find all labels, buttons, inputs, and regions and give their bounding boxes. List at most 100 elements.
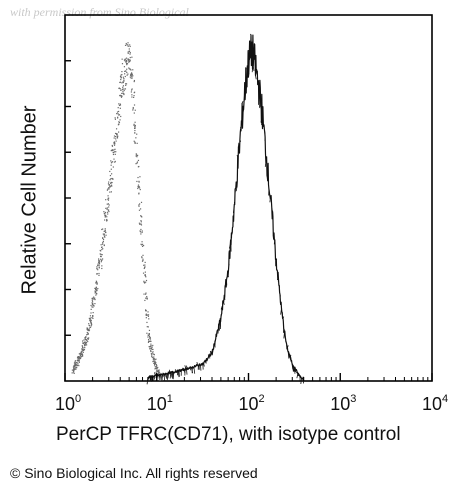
data-point [121, 82, 123, 84]
series-jitter [228, 244, 231, 249]
data-point [76, 359, 79, 361]
data-point [156, 367, 158, 369]
data-point [96, 268, 98, 270]
data-point [125, 60, 127, 63]
series-jitter [289, 355, 292, 358]
data-point [140, 201, 143, 203]
data-point [92, 315, 94, 317]
data-point [128, 61, 130, 63]
data-point [94, 302, 96, 305]
data-point [117, 124, 120, 126]
data-point [153, 364, 156, 366]
data-point [113, 135, 116, 137]
data-point [124, 70, 126, 72]
data-point [91, 300, 94, 302]
data-point [75, 368, 77, 370]
copyright-text: © Sino Biological Inc. All rights reserv… [10, 465, 258, 481]
data-point [104, 214, 107, 216]
series-jitter [216, 329, 218, 332]
series-jitter [283, 332, 285, 339]
data-point [76, 365, 79, 367]
data-point [78, 361, 80, 364]
data-point [127, 73, 129, 75]
data-point [108, 181, 110, 183]
data-point [81, 340, 84, 342]
data-point [90, 325, 92, 327]
data-point [125, 42, 127, 45]
data-point [136, 142, 138, 144]
data-point [111, 144, 113, 147]
data-point [124, 60, 126, 62]
data-point [110, 181, 112, 184]
data-point [131, 73, 133, 75]
series-jitter [158, 374, 161, 378]
data-point [132, 108, 134, 110]
data-point [138, 222, 141, 224]
data-point [102, 243, 104, 245]
data-point [141, 230, 143, 232]
series-jitter [245, 67, 247, 70]
data-point [91, 324, 93, 326]
data-point [129, 76, 131, 78]
data-point [124, 58, 126, 60]
series-jitter [296, 373, 299, 379]
data-point [121, 63, 124, 65]
series-jitter [235, 186, 238, 192]
data-point [130, 69, 132, 71]
data-point [142, 258, 144, 260]
data-point [110, 162, 113, 164]
data-point [159, 379, 161, 381]
data-point [100, 244, 102, 246]
data-point [95, 282, 97, 284]
data-point [84, 338, 86, 340]
data-point [139, 187, 141, 189]
data-point [81, 354, 84, 356]
data-point [138, 192, 140, 194]
data-point [78, 358, 80, 360]
series-jitter [209, 350, 212, 354]
data-point [98, 263, 101, 265]
data-point [86, 329, 89, 331]
data-point [111, 149, 113, 152]
data-point [125, 70, 127, 72]
data-point [110, 168, 112, 170]
data-point [108, 187, 110, 189]
data-point [136, 133, 138, 135]
data-point [105, 199, 107, 201]
data-point [123, 77, 125, 80]
data-point [120, 78, 122, 81]
data-point [107, 195, 109, 197]
data-point [112, 151, 115, 154]
data-point [139, 203, 141, 205]
data-point [90, 304, 92, 307]
data-point [140, 215, 142, 218]
data-point [96, 266, 98, 268]
data-point [159, 372, 161, 374]
data-point [83, 339, 85, 341]
series-jitter [177, 371, 180, 378]
data-point [126, 63, 129, 65]
series-line [147, 34, 305, 382]
data-point [108, 188, 110, 190]
series-jitter [256, 73, 258, 75]
data-point [150, 345, 152, 347]
data-point [118, 104, 121, 107]
data-point [134, 132, 136, 134]
data-point [118, 103, 120, 105]
data-point [131, 88, 133, 90]
data-point [153, 360, 155, 362]
data-point [140, 221, 142, 223]
data-point [124, 59, 126, 61]
x-tick-label: 100 [55, 393, 81, 414]
data-point [108, 197, 110, 199]
data-point [88, 337, 90, 339]
data-point [107, 188, 109, 190]
series-jitter [172, 372, 174, 379]
data-point [123, 80, 125, 82]
data-point [75, 365, 77, 367]
data-point [85, 336, 87, 338]
series-jitter [148, 374, 151, 377]
data-point [150, 347, 152, 349]
data-point [127, 51, 129, 53]
x-tick-label: 102 [239, 393, 265, 414]
